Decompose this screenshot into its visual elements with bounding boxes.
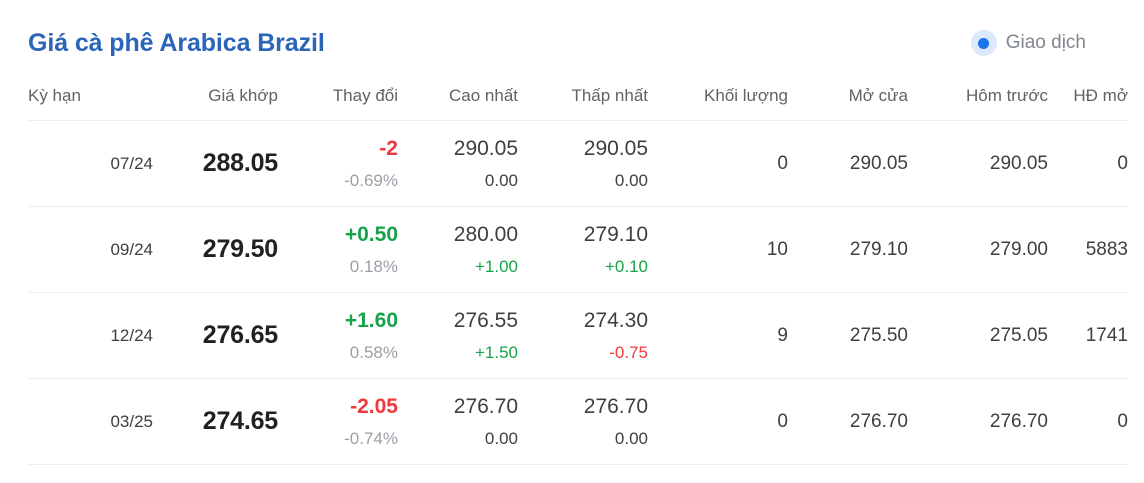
legend-label: Giao dịch [1005, 32, 1086, 53]
blue-dot-icon [970, 30, 997, 56]
cell-oi: 0 [1048, 120, 1128, 207]
cell-change: -2.05 -0.74% [278, 378, 398, 465]
cell-last: 276.65 [153, 292, 278, 379]
cell-prev: 279.00 [908, 206, 1048, 293]
cell-high-value: 276.55 [453, 309, 518, 333]
cell-open: 275.50 [788, 292, 908, 379]
table-row[interactable]: 12/24 276.65 +1.60 0.58% 276.55 +1.50 [28, 292, 1128, 379]
cell-prev: 290.05 [908, 120, 1048, 207]
quotes-table-wrap: Kỳ hạn Giá khớp Thay đổi Cao nhất Thấp n… [0, 86, 1144, 465]
cell-high: 276.70 0.00 [398, 378, 518, 465]
quotes-table: Kỳ hạn Giá khớp Thay đổi Cao nhất Thấp n… [28, 86, 1128, 465]
cell-term: 03/25 [28, 378, 153, 465]
cell-change-percent: 0.18% [349, 256, 398, 276]
table-row[interactable]: 09/24 279.50 +0.50 0.18% 280.00 +1.00 [28, 206, 1128, 293]
cell-oi: 5883 [1048, 206, 1128, 293]
cell-last: 288.05 [153, 120, 278, 207]
table-row[interactable]: 03/25 274.65 -2.05 -0.74% 276.70 0.00 [28, 378, 1128, 465]
legend-giao-dich[interactable]: Giao dịch [970, 30, 1116, 56]
page-title: Giá cà phê Arabica Brazil [28, 28, 325, 57]
cell-change-percent: -0.74% [344, 428, 398, 448]
cell-volume: 0 [648, 120, 788, 207]
column-header-oi[interactable]: HĐ mở [1048, 86, 1128, 121]
cell-volume: 10 [648, 206, 788, 293]
cell-open: 276.70 [788, 378, 908, 465]
cell-volume: 0 [648, 378, 788, 465]
cell-low: 290.05 0.00 [518, 120, 648, 207]
cell-low-change: -0.75 [609, 342, 648, 362]
cell-high: 276.55 +1.50 [398, 292, 518, 379]
column-header-prev[interactable]: Hôm trước [908, 86, 1048, 121]
cell-high-change: 0.00 [484, 170, 518, 190]
cell-low: 279.10 +0.10 [518, 206, 648, 293]
cell-term: 09/24 [28, 206, 153, 293]
cell-high-change: 0.00 [484, 428, 518, 448]
quotes-table-body: 07/24 288.05 -2 -0.69% 290.05 0.00 [28, 120, 1128, 465]
cell-low: 276.70 0.00 [518, 378, 648, 465]
cell-change-percent: -0.69% [344, 170, 398, 190]
cell-prev: 276.70 [908, 378, 1048, 465]
cell-high-value: 276.70 [453, 395, 518, 419]
cell-low-value: 290.05 [583, 137, 648, 161]
cell-low: 274.30 -0.75 [518, 292, 648, 379]
cell-low-value: 276.70 [583, 395, 648, 419]
column-header-last[interactable]: Giá khớp [153, 86, 278, 121]
column-header-change[interactable]: Thay đổi [278, 86, 398, 121]
cell-volume: 9 [648, 292, 788, 379]
cell-change-value: +0.50 [344, 223, 398, 247]
column-header-high[interactable]: Cao nhất [398, 86, 518, 121]
cell-change-value: -2.05 [350, 395, 398, 419]
cell-prev: 275.05 [908, 292, 1048, 379]
cell-high-change: +1.00 [474, 256, 518, 276]
cell-low-change: 0.00 [614, 428, 648, 448]
cell-high-value: 290.05 [453, 137, 518, 161]
cell-change-value: +1.60 [344, 309, 398, 333]
cell-low-change: +0.10 [604, 256, 648, 276]
cell-low-value: 274.30 [583, 309, 648, 333]
cell-change: -2 -0.69% [278, 120, 398, 207]
cell-open: 290.05 [788, 120, 908, 207]
cell-last: 274.65 [153, 378, 278, 465]
table-header-row: Kỳ hạn Giá khớp Thay đổi Cao nhất Thấp n… [28, 86, 1128, 121]
cell-change: +1.60 0.58% [278, 292, 398, 379]
cell-high-change: +1.50 [474, 342, 518, 362]
cell-last: 279.50 [153, 206, 278, 293]
table-row[interactable]: 07/24 288.05 -2 -0.69% 290.05 0.00 [28, 120, 1128, 207]
cell-open: 279.10 [788, 206, 908, 293]
cell-high: 280.00 +1.00 [398, 206, 518, 293]
cell-change-percent: 0.58% [349, 342, 398, 362]
cell-change-value: -2 [379, 137, 398, 161]
panel-header: Giá cà phê Arabica Brazil Giao dịch [0, 0, 1144, 86]
cell-oi: 1741 [1048, 292, 1128, 379]
cell-oi: 0 [1048, 378, 1128, 465]
column-header-open[interactable]: Mở cửa [788, 86, 908, 121]
cell-low-change: 0.00 [614, 170, 648, 190]
column-header-term[interactable]: Kỳ hạn [28, 86, 153, 121]
cell-high: 290.05 0.00 [398, 120, 518, 207]
column-header-low[interactable]: Thấp nhất [518, 86, 648, 121]
cell-high-value: 280.00 [453, 223, 518, 247]
cell-change: +0.50 0.18% [278, 206, 398, 293]
cell-term: 12/24 [28, 292, 153, 379]
cell-low-value: 279.10 [583, 223, 648, 247]
cell-term: 07/24 [28, 120, 153, 207]
column-header-volume[interactable]: Khối lượng [648, 86, 788, 121]
